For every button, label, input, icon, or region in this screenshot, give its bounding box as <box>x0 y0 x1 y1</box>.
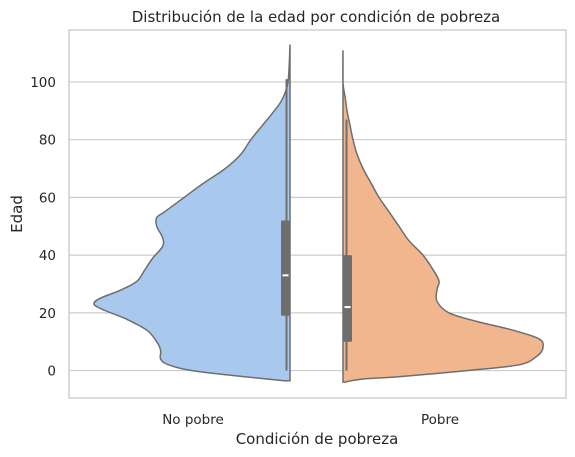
iqr-box <box>343 255 352 342</box>
x-tick-labels: No pobre Pobre <box>162 412 459 428</box>
y-tick-label: 0 <box>47 364 56 380</box>
x-axis-label: Condición de pobreza <box>236 430 399 448</box>
y-tick-label: 60 <box>39 190 56 206</box>
violin-pobre <box>342 50 544 383</box>
violins <box>93 44 544 383</box>
y-tick-label: 20 <box>39 306 56 322</box>
iqr-box <box>281 220 290 316</box>
chart-title: Distribución de la edad por condición de… <box>132 8 501 26</box>
x-tick-label: No pobre <box>162 412 224 428</box>
y-tick-label: 40 <box>39 248 56 264</box>
plot-frame <box>68 29 567 399</box>
y-tick-label: 80 <box>39 133 56 149</box>
violin-no-pobre <box>93 44 291 382</box>
y-axis-label: Edad <box>8 195 26 233</box>
y-tick-label: 100 <box>30 75 56 91</box>
x-tick-label: Pobre <box>421 412 459 428</box>
y-tick-labels: 0 20 40 60 80 100 <box>30 75 56 380</box>
